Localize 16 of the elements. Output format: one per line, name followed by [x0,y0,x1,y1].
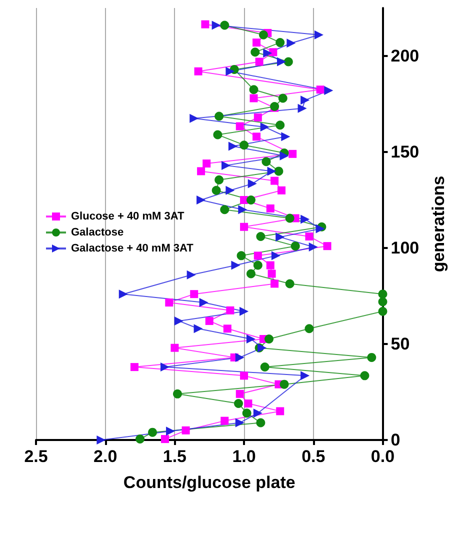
y-tick-label: 200 [390,46,420,66]
y-axis-title: generations [429,176,448,272]
x-tick-label: 2.0 [94,447,118,466]
y-tick-label: 0 [390,430,400,450]
legend-label: Glucose + 40 mM 3AT [71,210,184,222]
x-tick-label: 0.0 [370,447,395,466]
y-tick-label: 150 [390,142,420,162]
x-tick-label: 2.5 [24,447,48,466]
x-tick-label: 1.5 [162,447,187,466]
x-tick-label: 1.0 [232,447,256,466]
y-tick-label: 50 [390,334,410,354]
legend-label: Galactose [71,226,124,238]
x-tick-label: 0.5 [302,447,326,466]
x-axis-title: Counts/glucose plate [123,473,296,492]
legend-label: Galactose + 40 mM 3AT [71,242,194,254]
y-tick-label: 100 [390,238,420,258]
